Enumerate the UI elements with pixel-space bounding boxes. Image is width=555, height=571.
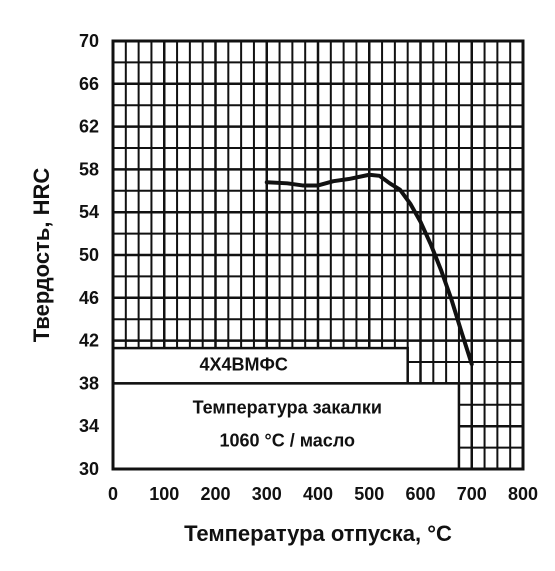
x-tick-label: 600 [405, 484, 435, 504]
x-tick-label: 0 [108, 484, 118, 504]
hardness-curve [264, 172, 474, 367]
x-tick-label: 200 [200, 484, 230, 504]
y-tick-label: 66 [79, 74, 99, 94]
quench-temperature-label: Температура закалки [193, 397, 382, 417]
x-tick-labels: 0 100 200 300 400 500 600 700 800 [108, 484, 538, 504]
y-axis-label: Твердость, HRC [29, 168, 54, 343]
quench-box [111, 382, 461, 471]
grade-label: 4Х4ВМФС [199, 355, 287, 375]
x-tick-label: 300 [252, 484, 282, 504]
x-tick-label: 400 [303, 484, 333, 504]
y-tick-label: 30 [79, 459, 99, 479]
quench-medium-label: 1060 °С / масло [219, 431, 355, 451]
y-tick-label: 38 [79, 373, 99, 393]
x-tick-label: 700 [457, 484, 487, 504]
x-axis-label: Температура отпуска, °С [184, 521, 452, 546]
x-tick-label: 100 [149, 484, 179, 504]
y-tick-label: 70 [79, 31, 99, 51]
x-tick-label: 500 [354, 484, 384, 504]
y-tick-label: 54 [79, 202, 99, 222]
y-tick-label: 50 [79, 245, 99, 265]
y-tick-label: 34 [79, 416, 99, 436]
x-tick-label: 800 [508, 484, 538, 504]
y-tick-labels: 30 34 38 42 46 50 54 58 62 66 70 [79, 31, 99, 479]
y-tick-label: 58 [79, 159, 99, 179]
y-tick-label: 46 [79, 288, 99, 308]
y-tick-label: 62 [79, 117, 99, 137]
y-tick-label: 42 [79, 331, 99, 351]
plot-frame [111, 39, 525, 471]
